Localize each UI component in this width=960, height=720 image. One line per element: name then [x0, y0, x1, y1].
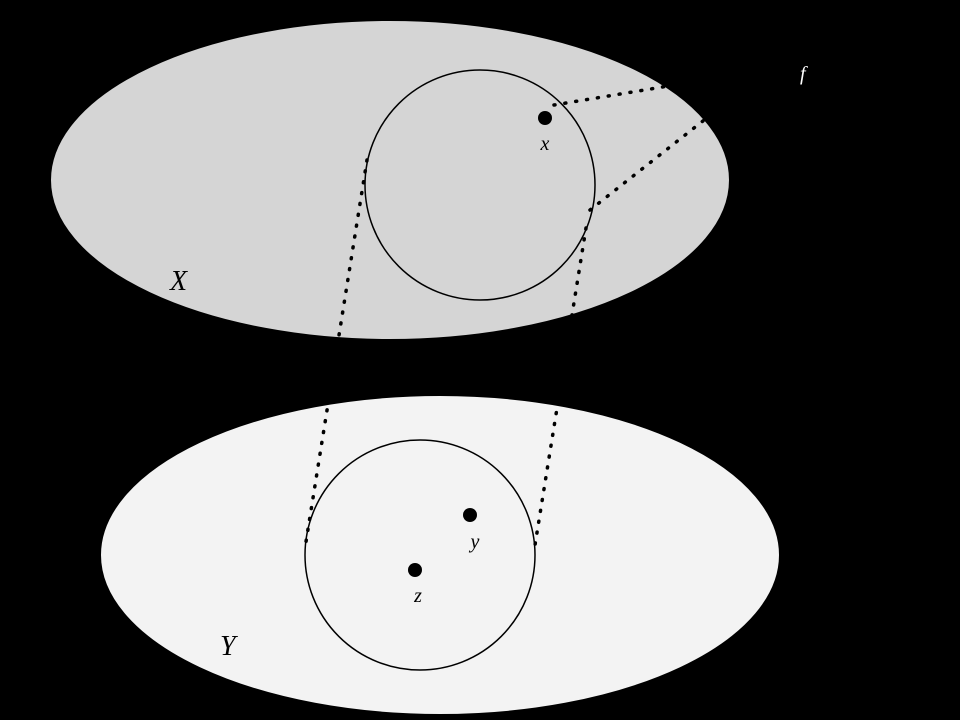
label-point-z: z — [413, 585, 422, 607]
point-z — [408, 563, 422, 577]
point-y — [463, 508, 477, 522]
diagram-canvas: X Y x y z f — [0, 0, 960, 720]
label-set-x: X — [169, 266, 188, 297]
point-x — [538, 111, 552, 125]
label-point-y: y — [469, 531, 480, 553]
set-y-ellipse — [100, 395, 780, 715]
set-x-ellipse — [50, 20, 730, 340]
label-point-x: x — [540, 133, 550, 155]
label-f: f — [800, 63, 808, 85]
